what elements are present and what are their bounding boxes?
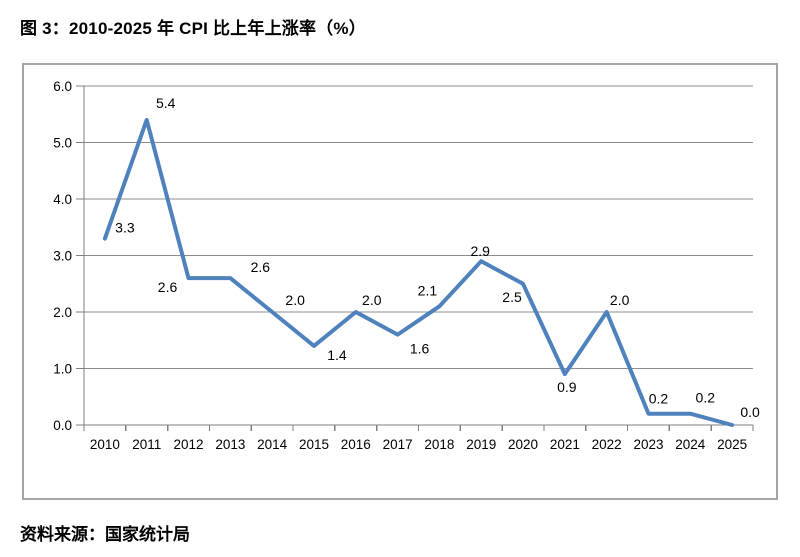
y-tick-label: 5.0 bbox=[53, 136, 72, 151]
data-label: 2.0 bbox=[285, 292, 305, 308]
x-tick-label: 2015 bbox=[299, 437, 329, 452]
x-tick-label: 2010 bbox=[90, 437, 120, 452]
y-tick-label: 6.0 bbox=[53, 79, 72, 94]
data-label: 2.0 bbox=[362, 292, 382, 308]
data-label: 3.3 bbox=[115, 220, 135, 236]
y-tick-label: 4.0 bbox=[53, 192, 72, 207]
data-label: 1.6 bbox=[410, 341, 430, 357]
x-tick-label: 2018 bbox=[424, 437, 454, 452]
x-tick-label: 2011 bbox=[132, 437, 161, 452]
x-tick-label: 2024 bbox=[675, 437, 706, 452]
x-tick-label: 2019 bbox=[466, 437, 496, 452]
x-tick-label: 2014 bbox=[257, 437, 288, 452]
x-tick-label: 2013 bbox=[215, 437, 245, 452]
y-tick-label: 3.0 bbox=[53, 249, 72, 264]
data-label: 0.0 bbox=[740, 404, 760, 420]
data-label: 0.2 bbox=[649, 391, 669, 407]
data-label: 5.4 bbox=[156, 95, 176, 111]
data-label: 2.0 bbox=[610, 292, 630, 308]
x-tick-label: 2023 bbox=[633, 437, 663, 452]
x-tick-label: 2022 bbox=[592, 437, 622, 452]
x-tick-label: 2012 bbox=[174, 437, 204, 452]
y-tick-label: 2.0 bbox=[53, 305, 72, 320]
y-tick-label: 0.0 bbox=[53, 418, 72, 433]
chart-line bbox=[102, 117, 735, 427]
data-label: 2.1 bbox=[418, 282, 438, 298]
data-label: 2.9 bbox=[470, 243, 490, 259]
figure-source: 资料来源：国家统计局 bbox=[20, 525, 190, 544]
data-label: 2.6 bbox=[251, 259, 271, 275]
figure-title: 图 3：2010-2025 年 CPI 比上年上涨率（%） bbox=[20, 19, 366, 38]
data-label: 2.5 bbox=[502, 289, 522, 305]
data-label: 0.2 bbox=[696, 390, 716, 406]
chart-container: 0.0 1.0 2.0 3.0 4.0 5.0 6.0 2010 2011 2012 2013 201… bbox=[22, 63, 778, 500]
data-label: 2.6 bbox=[158, 279, 178, 295]
data-label: 1.4 bbox=[327, 347, 347, 363]
x-tick-label: 2017 bbox=[383, 437, 413, 452]
x-tick-label: 2016 bbox=[341, 437, 371, 452]
data-label: 0.9 bbox=[557, 379, 577, 395]
x-tick-label: 2021 bbox=[550, 437, 580, 452]
cpi-line-chart: 0.0 1.0 2.0 3.0 4.0 5.0 6.0 2010 2011 2012 2013 201… bbox=[53, 79, 760, 452]
x-tick-label: 2020 bbox=[508, 437, 538, 452]
x-tick-label: 2025 bbox=[717, 437, 747, 452]
y-tick-label: 1.0 bbox=[53, 362, 72, 377]
